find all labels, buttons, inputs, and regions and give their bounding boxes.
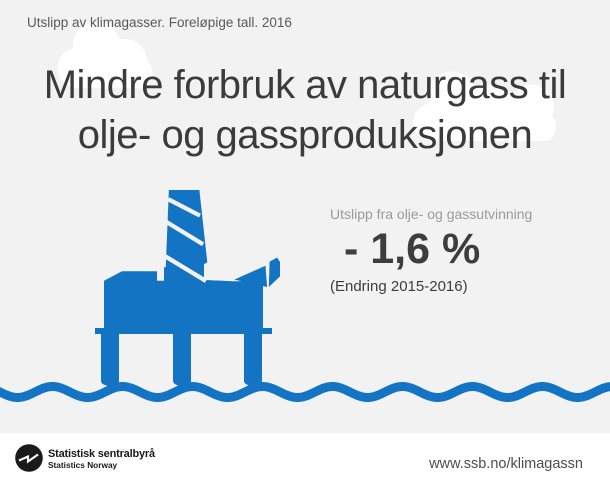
svg-text:Statistisk sentralbyrå: Statistisk sentralbyrå: [48, 448, 156, 460]
svg-text:Statistics Norway: Statistics Norway: [48, 460, 118, 470]
